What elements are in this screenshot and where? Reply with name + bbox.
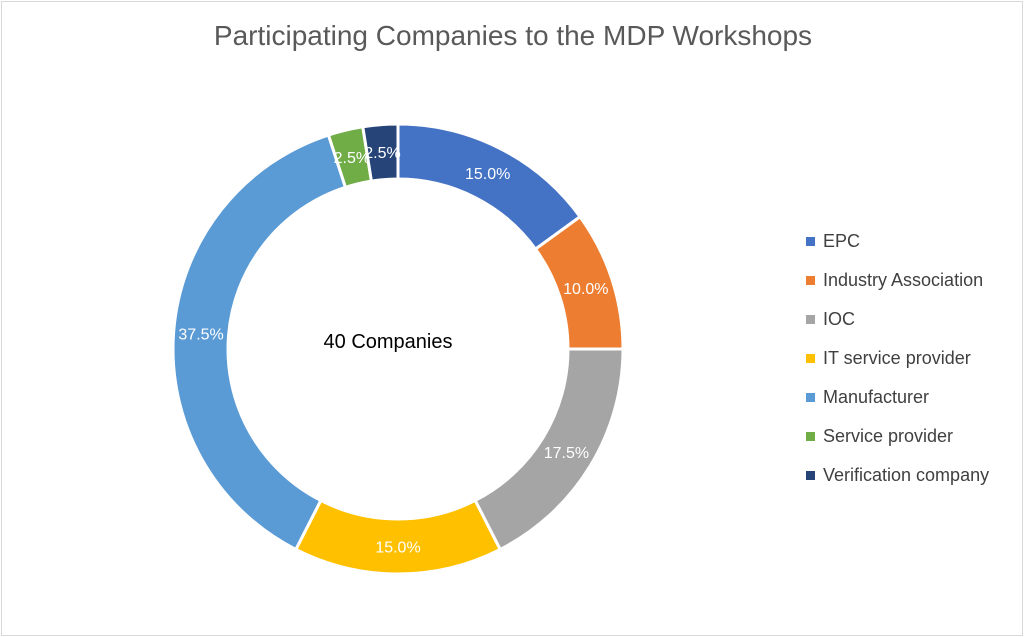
chart-title: Participating Companies to the MDP Works… (213, 20, 813, 51)
center-label: 40 Companies (324, 331, 453, 353)
donut-slice-it-service-provider (293, 498, 503, 576)
legend-swatch (806, 471, 815, 480)
legend-label: Verification company (823, 465, 990, 485)
legend-entry: Service provider (806, 417, 989, 456)
data-label: 17.5% (544, 445, 589, 462)
data-label: 10.0% (563, 281, 608, 298)
legend-swatch (806, 237, 815, 246)
legend-label: IT service provider (823, 348, 971, 368)
legend-entry: IOC (806, 300, 989, 339)
donut-slice-verification-company (361, 122, 400, 183)
legend: EPC Industry Association IOC IT service pro… (806, 222, 989, 495)
legend-label: Service provider (823, 426, 954, 446)
legend-entry: Verification company (806, 456, 989, 495)
data-label: 2.5% (364, 145, 400, 162)
legend-entry: Manufacturer (806, 378, 989, 417)
legend-label: Manufacturer (823, 387, 930, 407)
legend-label: IOC (823, 309, 856, 329)
legend-entry: Industry Association (806, 261, 989, 300)
legend-swatch (806, 315, 815, 324)
data-label: 37.5% (178, 327, 223, 344)
legend-entry: IT service provider (806, 339, 989, 378)
donut-slice-manufacturer (171, 133, 348, 552)
data-label: 15.0% (465, 166, 510, 183)
donut-slice-epc (396, 122, 583, 252)
legend-swatch (806, 354, 815, 363)
data-label: 15.0% (375, 540, 420, 557)
data-label: 2.5% (334, 150, 370, 167)
legend-swatch (806, 276, 815, 285)
legend-label: EPC (823, 231, 861, 251)
legend-swatch (806, 432, 815, 441)
legend-swatch (806, 393, 815, 402)
legend-entry: EPC (806, 222, 989, 261)
legend-label: Industry Association (823, 270, 984, 290)
